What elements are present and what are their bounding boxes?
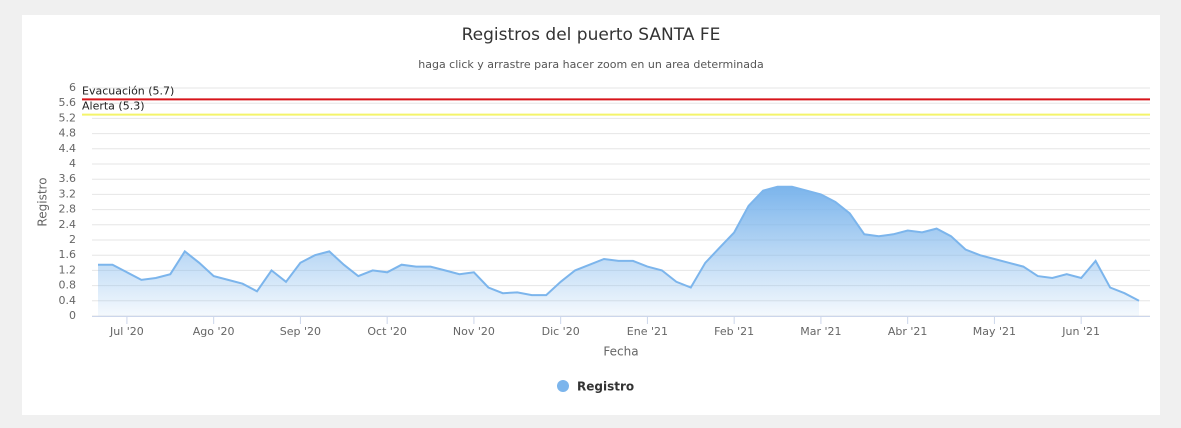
y-tick-label: 0.8 xyxy=(59,279,77,292)
x-tick-label: May '21 xyxy=(973,325,1016,338)
x-tick-label: Sep '20 xyxy=(280,325,321,338)
x-tick-label: Feb '21 xyxy=(714,325,754,338)
plot-line-label: Alerta (5.3) xyxy=(82,100,145,113)
y-tick-label: 2.8 xyxy=(59,203,77,216)
chart-subtitle: haga click y arrastre para hacer zoom en… xyxy=(418,58,763,71)
y-tick-label: 0.4 xyxy=(59,294,77,307)
legend-symbol xyxy=(557,380,569,392)
x-tick-label: Dic '20 xyxy=(542,325,580,338)
area-fill xyxy=(98,186,1139,316)
x-tick-label: Abr '21 xyxy=(888,325,928,338)
chart-title: Registros del puerto SANTA FE xyxy=(462,25,721,45)
x-tick-label: Jul '20 xyxy=(109,325,144,338)
plot-line-label: Evacuación (5.7) xyxy=(82,84,174,97)
y-tick-label: 6 xyxy=(69,81,76,94)
y-tick-label: 5.6 xyxy=(59,96,77,109)
legend-label[interactable]: Registro xyxy=(577,380,634,394)
y-tick-label: 4 xyxy=(69,157,76,170)
card xyxy=(22,15,1160,415)
y-tick-label: 4.4 xyxy=(59,142,77,155)
y-tick-label: 1.6 xyxy=(59,248,77,261)
y-axis-title: Registro xyxy=(36,177,50,226)
y-tick-label: 2.4 xyxy=(59,218,77,231)
y-tick-label: 3.2 xyxy=(59,187,77,200)
y-tick-label: 5.2 xyxy=(59,111,77,124)
x-axis-title: Fecha xyxy=(603,345,638,359)
y-tick-label: 3.6 xyxy=(59,172,77,185)
x-tick-label: Mar '21 xyxy=(800,325,841,338)
area-line xyxy=(98,185,1140,302)
y-tick-label: 2 xyxy=(69,233,76,246)
y-tick-label: 0 xyxy=(69,309,76,322)
x-tick-label: Jun '21 xyxy=(1061,325,1100,338)
y-tick-label: 4.8 xyxy=(59,127,77,140)
x-tick-label: Nov '20 xyxy=(453,325,495,338)
y-tick-label: 1.2 xyxy=(59,263,77,276)
x-tick-label: Oct '20 xyxy=(367,325,407,338)
x-tick-label: Ago '20 xyxy=(193,325,235,338)
x-tick-label: Ene '21 xyxy=(627,325,668,338)
